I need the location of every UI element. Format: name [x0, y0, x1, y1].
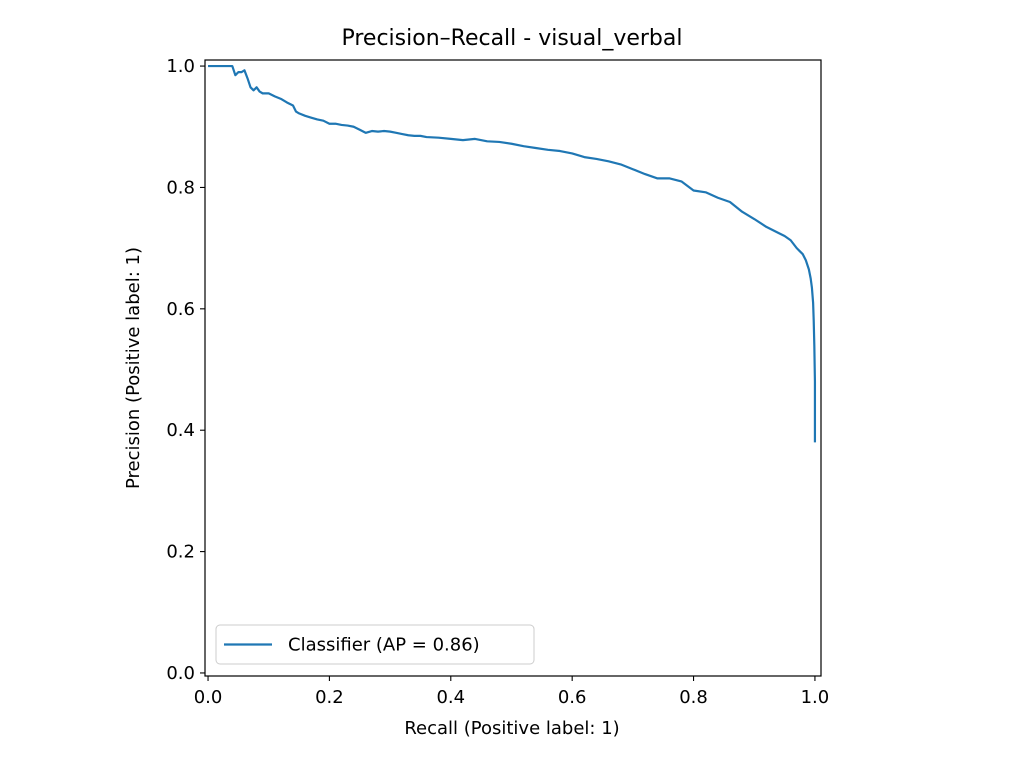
y-axis-label: Precision (Positive label: 1)	[123, 247, 144, 489]
x-tick-label: 1.0	[801, 687, 830, 708]
chart-title: Precision–Recall - visual_verbal	[341, 26, 682, 51]
y-tick-label: 0.6	[166, 299, 195, 320]
x-tick-label: 0.0	[194, 687, 223, 708]
y-tick-label: 0.8	[166, 177, 195, 198]
legend-label: Classifier (AP = 0.86)	[288, 635, 480, 656]
x-tick-label: 0.6	[558, 687, 587, 708]
series-line-0	[208, 64, 817, 443]
x-tick-label: 0.4	[436, 687, 465, 708]
x-axis-label: Recall (Positive label: 1)	[404, 718, 619, 739]
plot-area	[204, 59, 822, 677]
y-tick-label: 0.0	[166, 663, 195, 684]
y-tick-label: 1.0	[166, 56, 195, 77]
plot-frame	[204, 59, 822, 677]
y-axis: 0.0 0.2 0.4 0.6 0.8 1.0	[166, 56, 205, 684]
legend: Classifier (AP = 0.86)	[215, 624, 535, 665]
legend-box	[215, 624, 535, 665]
x-tick-label: 0.2	[315, 687, 344, 708]
x-axis: 0.0 0.2 0.4 0.6 0.8 1.0	[194, 676, 830, 708]
y-tick-label: 0.4	[166, 420, 195, 441]
x-tick-label: 0.8	[679, 687, 708, 708]
y-tick-label: 0.2	[166, 542, 195, 563]
